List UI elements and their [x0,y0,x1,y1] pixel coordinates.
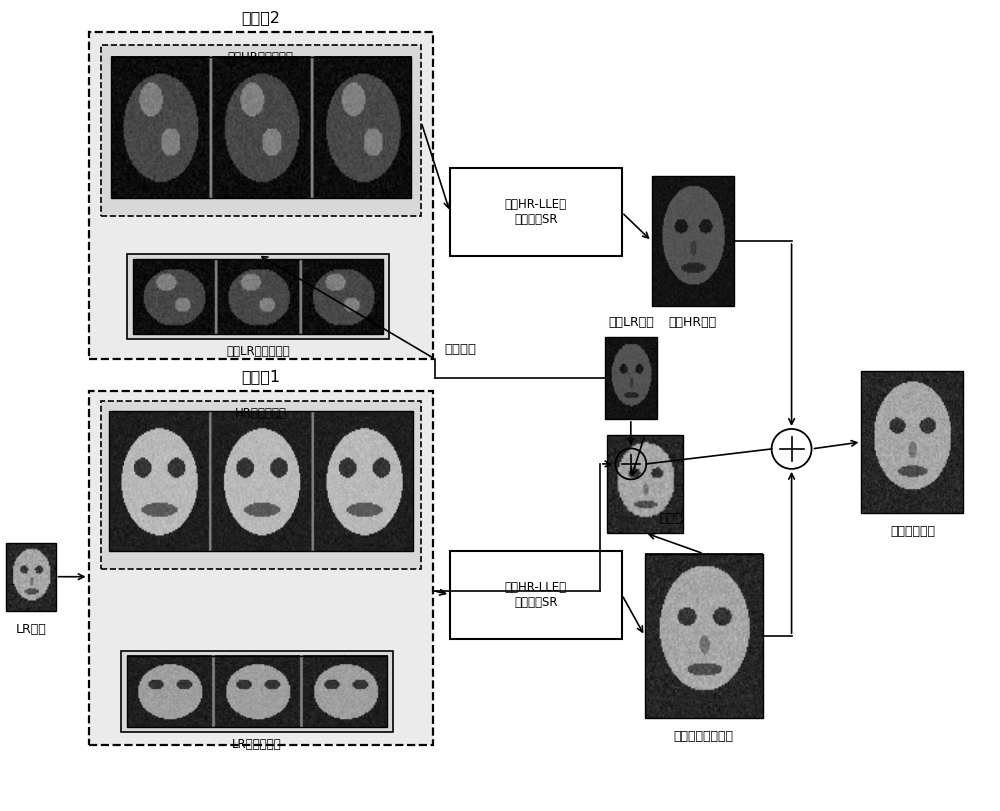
Text: 残巪LR图像样本库: 残巪LR图像样本库 [226,345,290,358]
Bar [111,57,411,199]
Text: 残巪HR图像样本库: 残巪HR图像样本库 [228,50,294,63]
Bar [645,554,763,719]
Bar [101,401,421,569]
Bar [652,177,734,307]
Text: 基于HR-LLE权
値约束的SR: 基于HR-LLE权 値约束的SR [505,581,567,609]
Text: 最终放大图像: 最终放大图像 [890,525,935,538]
Text: 全局初始放大图像: 全局初始放大图像 [674,731,734,744]
Bar [109,411,413,551]
Text: LR输入: LR输入 [15,623,46,636]
Bar [861,371,963,513]
Text: 分块处理: 分块处理 [444,342,476,355]
Bar [89,32,433,359]
Bar [121,650,393,732]
Text: 样本库1: 样本库1 [241,370,280,384]
Bar [605,337,657,419]
Bar [607,435,683,533]
Bar [450,169,622,256]
Bar [127,255,389,339]
Text: 残巪HR图像: 残巪HR图像 [669,316,717,329]
Text: 下采样: 下采样 [660,513,684,526]
Bar [89,391,433,745]
Text: HR图像样本库: HR图像样本库 [235,407,287,420]
Text: 残巪LR图像: 残巪LR图像 [608,316,654,329]
Text: 样本库2: 样本库2 [241,11,280,25]
Bar [133,260,383,334]
Text: 基于HR-LLE权
値约束的SR: 基于HR-LLE权 値约束的SR [505,199,567,226]
Bar [101,45,421,217]
Bar [450,551,622,638]
Bar [127,655,387,727]
Bar [6,543,56,611]
Text: LR图像样本库: LR图像样本库 [232,739,282,752]
